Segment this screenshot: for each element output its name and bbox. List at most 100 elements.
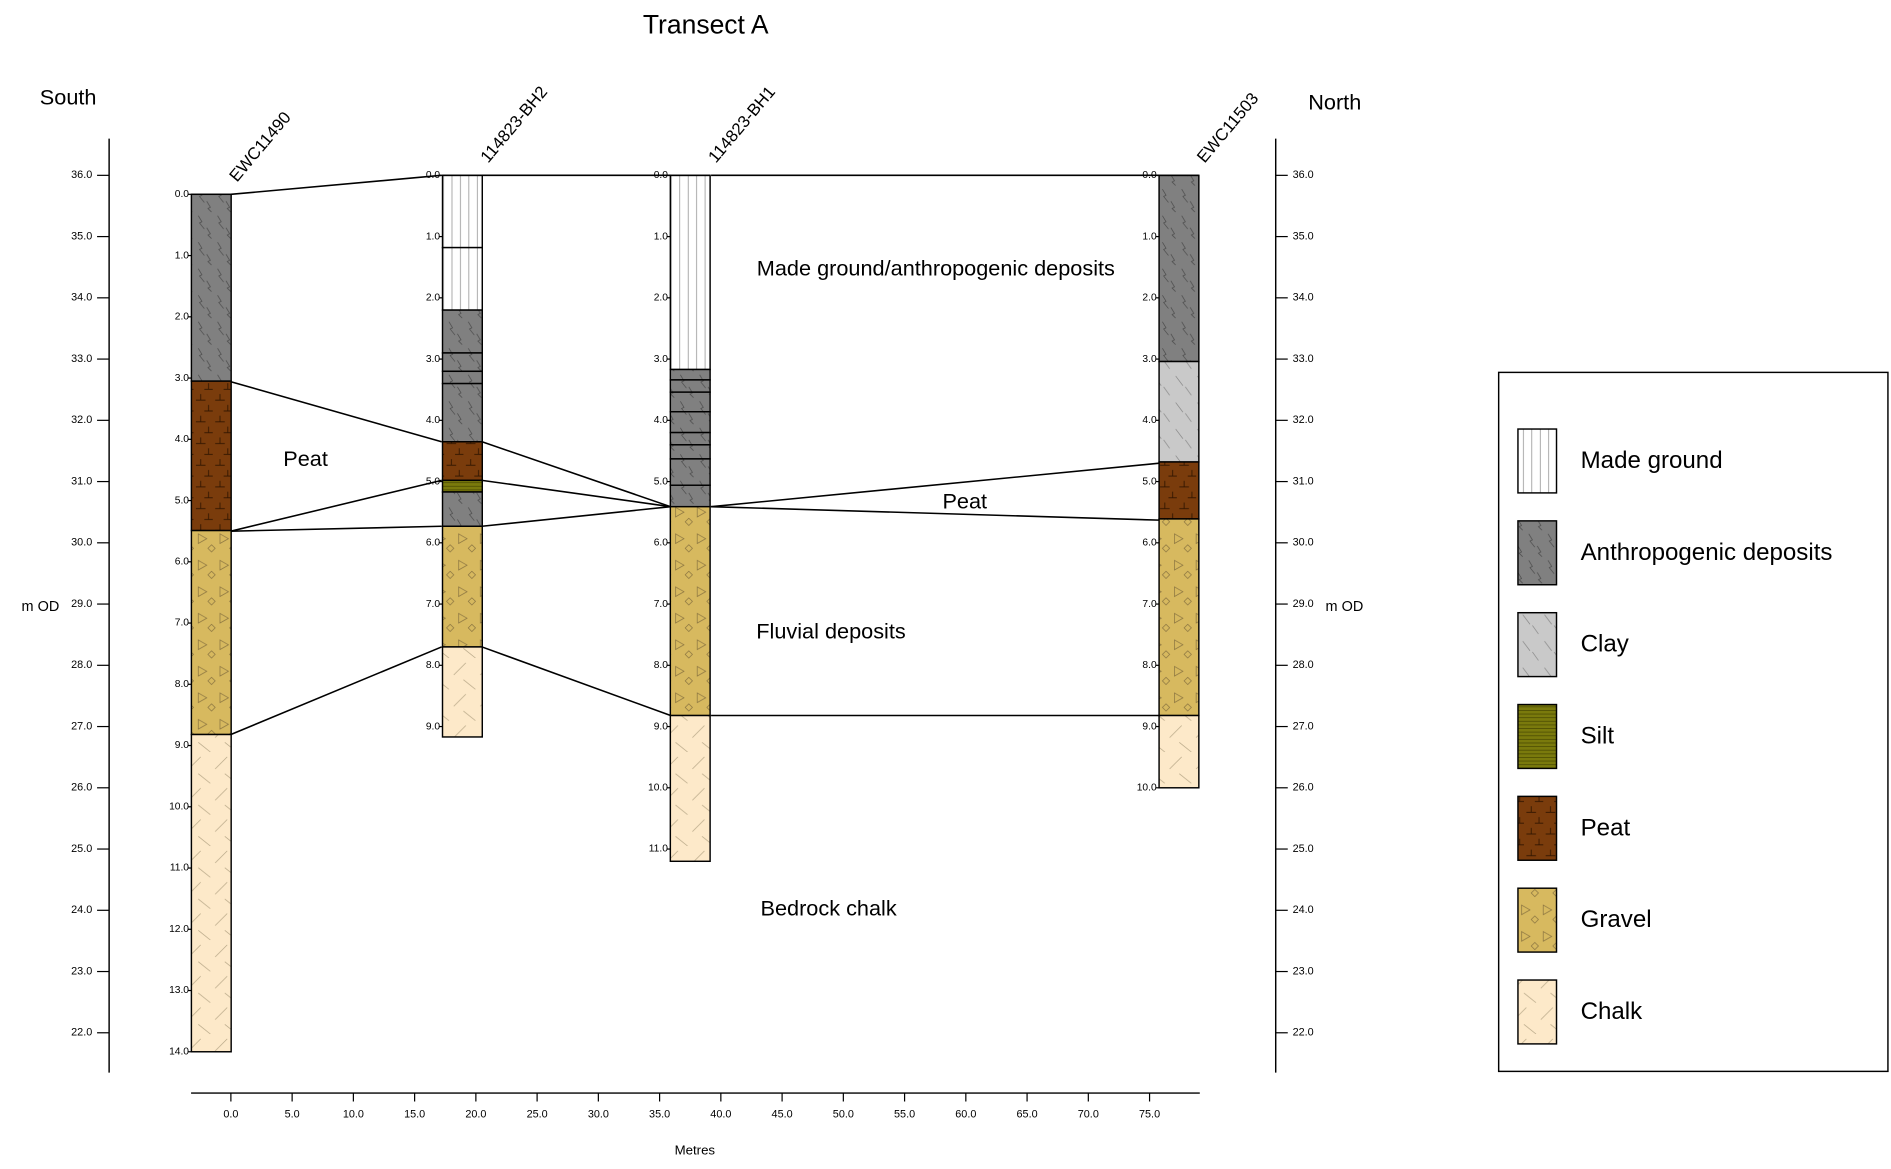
layer-texture: [443, 492, 483, 526]
y-tick-label: 34.0: [1293, 292, 1314, 304]
depth-label: 4.0: [1142, 415, 1157, 426]
depth-label: 2.0: [426, 293, 441, 304]
x-tick-label: 30.0: [588, 1109, 609, 1121]
y-tick-label: 35.0: [1293, 230, 1314, 242]
x-tick-label: 40.0: [710, 1109, 731, 1121]
annotation: Peat: [942, 488, 987, 513]
y-tick-label: 26.0: [71, 782, 92, 794]
borehole: 0.01.02.03.04.05.06.07.08.09.010.011.011…: [648, 83, 779, 862]
legend-swatch-texture: [1518, 980, 1557, 1044]
layer-texture: [670, 507, 710, 716]
x-axis-title: Metres: [675, 1142, 716, 1157]
page: { "title": "Transect A", "left_label": "…: [0, 0, 1891, 1169]
correlation-line: [482, 442, 671, 507]
borehole-name: EWC11490: [226, 108, 295, 185]
y-tick-label: 31.0: [1293, 475, 1314, 487]
correlation-line: [231, 175, 442, 194]
correlation-line: [231, 526, 442, 531]
depth-label: 10.0: [169, 801, 189, 812]
direction-label: South: [40, 85, 97, 110]
layer-texture: [443, 442, 483, 481]
depth-label: 3.0: [1142, 354, 1157, 365]
layer-texture: [443, 310, 483, 353]
layer-texture: [1159, 362, 1199, 462]
depth-label: 10.0: [1137, 782, 1157, 793]
legend-label: Chalk: [1581, 998, 1644, 1025]
correlation-line: [231, 647, 442, 735]
legend: Made ground Anthropogenic deposits Clay Sil…: [1499, 372, 1888, 1071]
x-tick-label: 65.0: [1017, 1109, 1038, 1121]
y-tick-label: 35.0: [71, 230, 92, 242]
depth-label: 3.0: [175, 373, 190, 384]
legend-label: Made ground: [1581, 447, 1723, 474]
y-tick-label: 36.0: [71, 169, 92, 181]
depth-label: 7.0: [654, 599, 669, 610]
x-tick-label: 55.0: [894, 1109, 915, 1121]
depth-label: 5.0: [654, 476, 669, 487]
boreholes: 0.01.02.03.04.05.06.07.08.09.010.011.012…: [169, 83, 1262, 1058]
y-tick-label: 32.0: [71, 414, 92, 426]
depth-label: 9.0: [654, 721, 669, 732]
depth-label: 1.0: [654, 231, 669, 242]
correlation-line: [231, 382, 442, 442]
layer-texture: [443, 371, 483, 383]
correlation-line: [711, 507, 1159, 520]
correlation-line: [482, 480, 671, 506]
legend-swatch-texture: [1518, 888, 1557, 952]
depth-label: 8.0: [1142, 660, 1157, 671]
layer-texture: [191, 381, 231, 530]
depth-label: 6.0: [426, 538, 441, 549]
y-axis-title: m OD: [22, 599, 60, 615]
y-tick-label: 34.0: [71, 292, 92, 304]
depth-label: 8.0: [175, 679, 190, 690]
legend-label: Silt: [1581, 722, 1615, 749]
y-tick-label: 26.0: [1293, 782, 1314, 794]
correlation-line: [482, 647, 671, 716]
legend-label: Clay: [1581, 631, 1629, 658]
layer-texture: [670, 392, 710, 412]
legend-label: Gravel: [1581, 906, 1652, 933]
depth-label: 1.0: [426, 231, 441, 242]
borehole: 0.01.02.03.04.05.06.07.08.09.010.011.012…: [169, 108, 295, 1057]
y-tick-label: 25.0: [71, 843, 92, 855]
correlation-line: [711, 463, 1159, 506]
depth-label: 4.0: [175, 434, 190, 445]
annotation: Peat: [283, 446, 328, 471]
layer-texture: [443, 248, 483, 310]
depth-label: 0.0: [654, 170, 669, 181]
x-tick-label: 5.0: [285, 1109, 300, 1121]
y-tick-label: 27.0: [1293, 720, 1314, 732]
borehole-name: EWC11503: [1193, 89, 1262, 166]
depth-label: 5.0: [1142, 476, 1157, 487]
correlation-line: [482, 507, 671, 527]
x-tick-label: 0.0: [223, 1109, 238, 1121]
legend-label: Anthropogenic deposits: [1581, 539, 1833, 566]
y-tick-label: 30.0: [71, 537, 92, 549]
layer-texture: [443, 353, 483, 371]
y-tick-label: 29.0: [71, 598, 92, 610]
y-tick-label: 22.0: [1293, 1027, 1314, 1039]
x-tick-label: 10.0: [343, 1109, 364, 1121]
depth-label: 5.0: [426, 476, 441, 487]
depth-label: 8.0: [426, 660, 441, 671]
y-tick-label: 33.0: [71, 353, 92, 365]
depth-label: 6.0: [654, 538, 669, 549]
depth-label: 2.0: [654, 293, 669, 304]
y-tick-label: 30.0: [1293, 537, 1314, 549]
borehole-name: 114823-BH1: [704, 83, 779, 167]
depth-label: 5.0: [175, 495, 190, 506]
x-tick-label: 75.0: [1139, 1109, 1160, 1121]
legend-swatch-texture: [1518, 613, 1557, 677]
x-tick-label: 70.0: [1078, 1109, 1099, 1121]
depth-label: 1.0: [175, 250, 190, 261]
x-tick-label: 25.0: [527, 1109, 548, 1121]
correlation-line: [231, 480, 442, 531]
annotation: Fluvial deposits: [756, 618, 906, 643]
depth-label: 8.0: [654, 660, 669, 671]
x-tick-label: 50.0: [833, 1109, 854, 1121]
layer-texture: [670, 716, 710, 862]
layer-texture: [443, 175, 483, 247]
annotation: Bedrock chalk: [760, 896, 896, 921]
depth-label: 14.0: [169, 1046, 189, 1057]
